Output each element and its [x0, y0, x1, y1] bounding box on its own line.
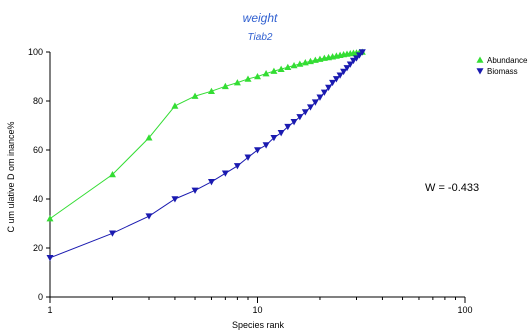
data-point: [270, 134, 278, 142]
data-point: [349, 57, 357, 65]
y-tick-label: 40: [33, 194, 43, 204]
data-point: [353, 55, 361, 62]
x-ticks: 1 10 100: [47, 297, 473, 315]
data-point: [325, 84, 333, 92]
data-point: [145, 134, 153, 141]
data-point: [254, 147, 261, 154]
y-tick-label: 0: [38, 292, 43, 302]
x-tick-label: 100: [457, 305, 472, 315]
data-point: [221, 170, 229, 177]
legend-marker: [476, 68, 484, 75]
data-point: [277, 130, 285, 137]
data-point: [46, 255, 54, 262]
data-point: [320, 89, 328, 96]
y-ticks: 0 20 40 60 80 100: [28, 47, 50, 302]
data-point: [284, 123, 292, 131]
data-point: [340, 68, 348, 76]
series-abundance: [46, 48, 366, 222]
data-point: [290, 119, 298, 126]
data-point: [316, 94, 324, 101]
series-line-abundance: [49, 51, 363, 220]
data-point: [262, 70, 270, 77]
series-layer: [46, 48, 366, 262]
w-statistic-annotation: W = -0.433: [425, 182, 479, 194]
y-axis-label: C um ulative D om inance%: [6, 121, 16, 232]
y-tick-label: 80: [33, 96, 43, 106]
data-point: [46, 215, 54, 222]
data-point: [221, 82, 229, 90]
x-tick-label: 1: [47, 305, 52, 315]
data-point: [207, 179, 215, 186]
data-point: [355, 52, 363, 59]
data-point: [311, 99, 319, 106]
legend-label: Abundance: [487, 56, 528, 65]
data-point: [244, 75, 252, 82]
data-point: [207, 87, 215, 94]
data-point: [233, 79, 241, 86]
x-axis-label: Species rank: [232, 320, 285, 330]
data-point: [191, 187, 199, 194]
data-point: [301, 109, 309, 116]
series-biomass: [46, 49, 366, 262]
data-point: [171, 102, 179, 109]
data-point: [290, 61, 298, 69]
data-point: [329, 79, 337, 87]
data-point: [301, 59, 309, 66]
chart-subtitle: Tiab2: [248, 32, 273, 43]
data-point: [358, 49, 366, 56]
data-point: [244, 154, 252, 161]
y-tick-label: 100: [28, 47, 43, 57]
data-point: [296, 60, 304, 67]
x-tick-label: 10: [252, 305, 262, 315]
series-line-biomass: [49, 51, 363, 259]
data-point: [262, 142, 270, 149]
data-point: [171, 196, 179, 203]
data-point: [296, 114, 304, 121]
chart-title: weight: [243, 11, 278, 25]
data-point: [336, 72, 344, 79]
data-point: [277, 65, 285, 72]
data-point: [346, 61, 354, 68]
data-point: [284, 63, 292, 70]
y-tick-label: 20: [33, 243, 43, 253]
data-point: [108, 230, 116, 237]
data-point: [233, 163, 241, 170]
data-point: [191, 92, 199, 99]
data-point: [306, 104, 314, 111]
data-point: [343, 65, 351, 72]
legend-marker: [476, 56, 484, 63]
data-point: [108, 171, 116, 178]
legend-label: Biomass: [487, 67, 518, 76]
data-point: [254, 73, 261, 80]
data-point: [332, 76, 340, 83]
y-tick-label: 60: [33, 145, 43, 155]
legend: Abundance Biomass: [476, 56, 528, 76]
data-point: [145, 213, 153, 220]
data-point: [270, 67, 278, 74]
